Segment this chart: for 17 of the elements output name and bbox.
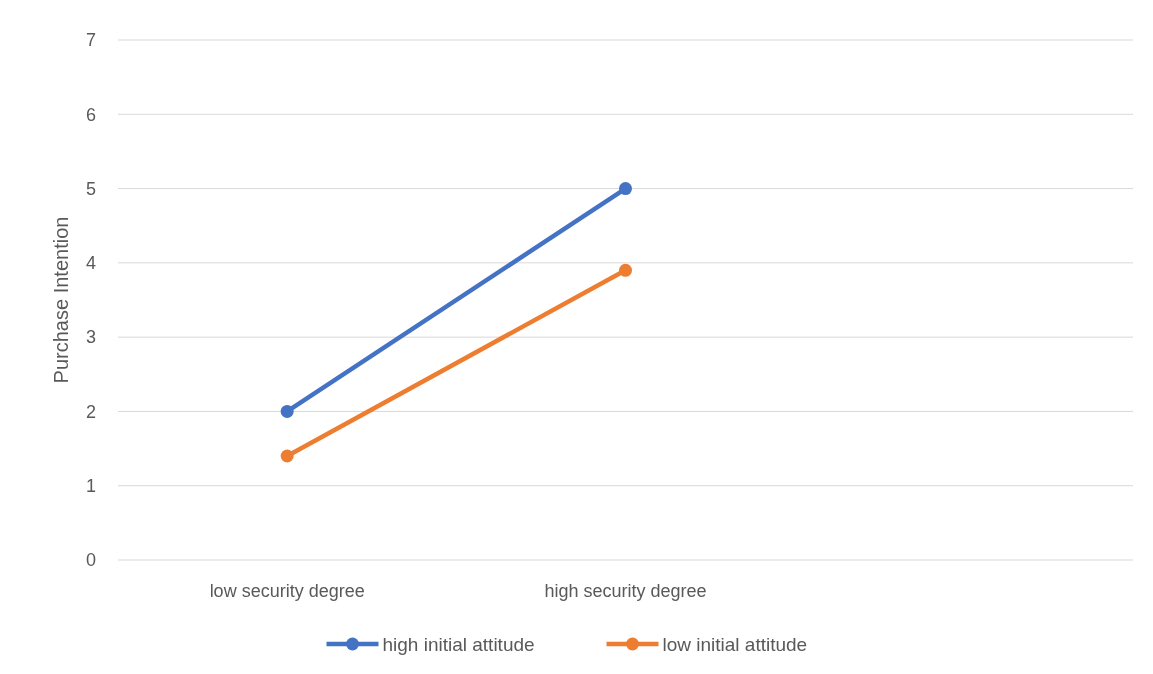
x-tick-label: high security degree [544, 581, 707, 601]
y-tick-label: 1 [85, 476, 96, 497]
legend-label: high initial attitude [382, 633, 535, 655]
y-tick-label: 6 [85, 104, 96, 125]
y-tick-label: 4 [85, 253, 96, 274]
legend-label: low initial attitude [662, 633, 808, 655]
point [280, 449, 294, 463]
point [619, 182, 632, 196]
y-tick-label: 0 [85, 550, 96, 571]
y-tick-label: 7 [85, 30, 96, 51]
y-tick-label: 5 [85, 178, 96, 199]
point [619, 263, 632, 277]
y-tick-label: 2 [85, 401, 96, 422]
y-axis-title: Purchase Intention [50, 216, 72, 384]
y-tick-label: 3 [85, 327, 96, 348]
point [280, 404, 294, 418]
x-tick-label: low security degree [209, 581, 365, 601]
